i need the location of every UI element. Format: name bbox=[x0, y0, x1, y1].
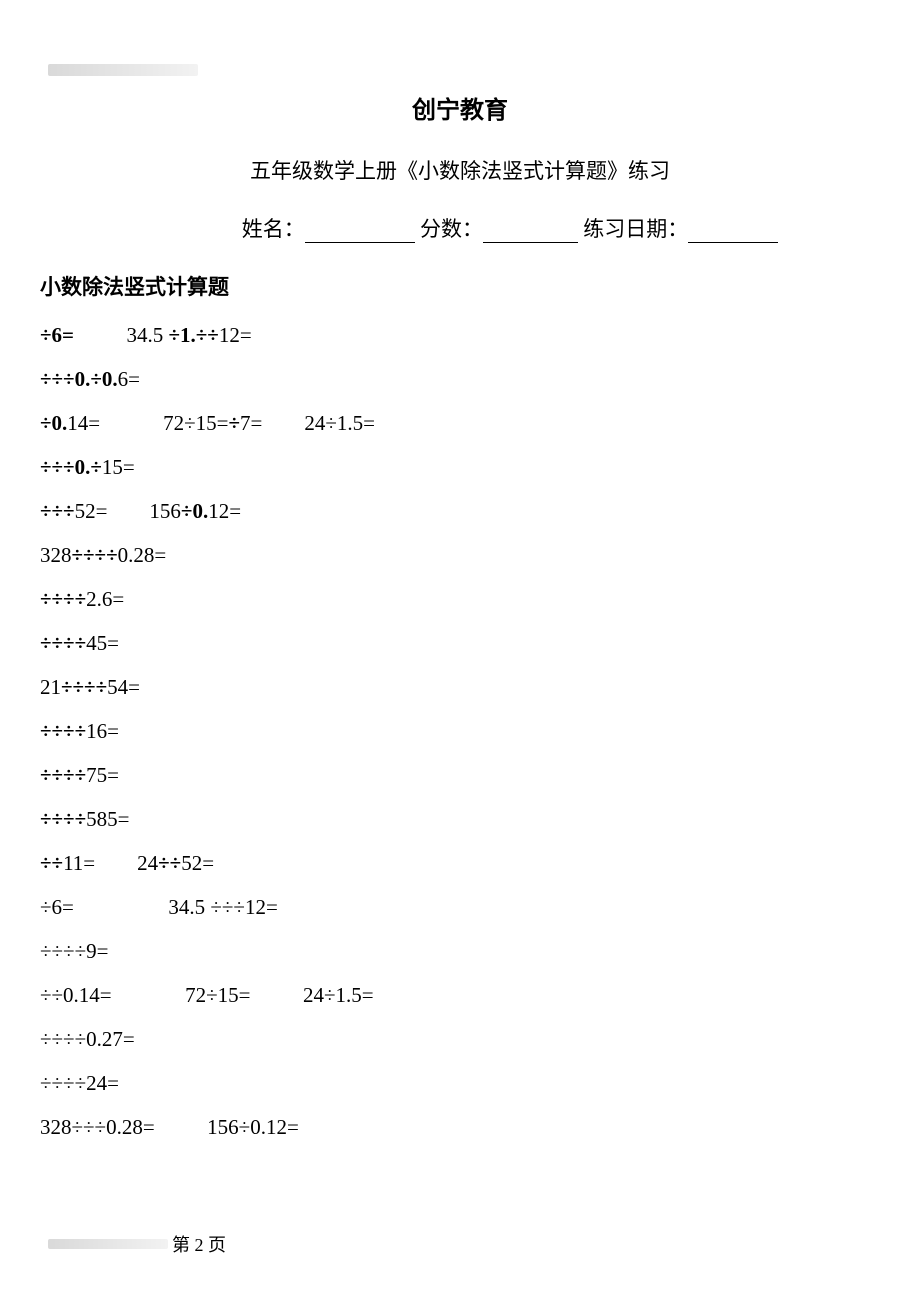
watermark-top-line bbox=[48, 64, 198, 76]
problem-text: ÷÷÷÷24= bbox=[40, 1071, 119, 1095]
page-footer: 第 2 页 bbox=[48, 1231, 226, 1257]
problem-line: ÷÷÷÷75= bbox=[40, 765, 880, 786]
problem-text: 12= bbox=[208, 499, 241, 523]
problem-line: ÷6= 34.5 ÷÷÷12= bbox=[40, 897, 880, 918]
problem-text: ÷÷÷÷ bbox=[40, 763, 86, 787]
problem-line: ÷÷0.14= 72÷15= 24÷1.5= bbox=[40, 985, 880, 1006]
problem-line: ÷÷÷÷585= bbox=[40, 809, 880, 830]
problem-text: 52= bbox=[181, 851, 214, 875]
problem-text: 21 bbox=[40, 675, 61, 699]
problem-line: 328÷÷÷0.28= 156÷0.12= bbox=[40, 1117, 880, 1138]
date-blank[interactable] bbox=[688, 221, 778, 243]
problem-text: ÷÷÷÷ bbox=[61, 675, 107, 699]
date-label: 练习日期： bbox=[583, 217, 688, 241]
problem-text: ÷0. bbox=[181, 499, 208, 523]
problem-text: 12= bbox=[219, 323, 252, 347]
problem-text: ÷÷ bbox=[40, 851, 63, 875]
problem-text: 52= 156 bbox=[75, 499, 181, 523]
problem-text: ÷1.÷÷ bbox=[169, 323, 219, 347]
page-number: 第 2 页 bbox=[172, 1231, 226, 1257]
problem-text: ÷÷÷÷9= bbox=[40, 939, 108, 963]
problem-line: ÷0.14= 72÷15=÷7= 24÷1.5= bbox=[40, 413, 880, 434]
problem-text: 328÷÷÷0.28= 156÷0.12= bbox=[40, 1115, 299, 1139]
problem-text: 7= 24÷1.5= bbox=[240, 411, 375, 435]
problem-text: 0.28= bbox=[118, 543, 167, 567]
problem-line: 21÷÷÷÷54= bbox=[40, 677, 880, 698]
problem-text: ÷÷÷÷ bbox=[40, 631, 86, 655]
problem-text: 16= bbox=[86, 719, 119, 743]
problem-line: ÷÷÷÷24= bbox=[40, 1073, 880, 1094]
problem-text: ÷6= 34.5 ÷÷÷12= bbox=[40, 895, 278, 919]
page-subtitle: 五年级数学上册《小数除法竖式计算题》练习 bbox=[40, 155, 880, 185]
problem-text: 6= bbox=[118, 367, 140, 391]
problem-line: ÷÷÷÷2.6= bbox=[40, 589, 880, 610]
problem-text: 45= bbox=[86, 631, 119, 655]
problem-text: ÷÷÷0.÷0. bbox=[40, 367, 118, 391]
section-header: 小数除法竖式计算题 bbox=[40, 271, 880, 301]
problem-line: 328÷÷÷÷0.28= bbox=[40, 545, 880, 566]
problem-line: ÷÷÷0.÷0.6= bbox=[40, 369, 880, 390]
name-blank[interactable] bbox=[305, 221, 415, 243]
problem-text: 11= 24 bbox=[63, 851, 158, 875]
name-label: 姓名： bbox=[242, 217, 305, 241]
score-label: 分数： bbox=[420, 217, 483, 241]
problem-line: ÷÷÷52= 156÷0.12= bbox=[40, 501, 880, 522]
problem-text: ÷6= bbox=[40, 323, 74, 347]
problem-line: ÷÷÷÷45= bbox=[40, 633, 880, 654]
problem-text: 54= bbox=[107, 675, 140, 699]
problem-text: ÷÷÷ bbox=[40, 499, 75, 523]
score-blank[interactable] bbox=[483, 221, 578, 243]
problem-text: 585= bbox=[86, 807, 129, 831]
problem-text: 14= 72÷15= bbox=[67, 411, 228, 435]
problems-container: ÷6= 34.5 ÷1.÷÷12=÷÷÷0.÷0.6=÷0.14= 72÷15=… bbox=[40, 325, 880, 1138]
problem-line: ÷6= 34.5 ÷1.÷÷12= bbox=[40, 325, 880, 346]
problem-text: ÷0. bbox=[40, 411, 67, 435]
problem-text: ÷÷÷÷ bbox=[40, 807, 86, 831]
problem-text: ÷÷÷÷ bbox=[40, 587, 86, 611]
problem-text: ÷÷÷÷ bbox=[72, 543, 118, 567]
problem-text: 15= bbox=[102, 455, 135, 479]
problem-text: ÷÷0.14= 72÷15= 24÷1.5= bbox=[40, 983, 374, 1007]
problem-text: ÷÷÷0.÷ bbox=[40, 455, 102, 479]
page-title: 创宁教育 bbox=[40, 90, 880, 125]
student-info-line: 姓名： 分数： 练习日期： bbox=[40, 213, 880, 243]
problem-text: ÷÷ bbox=[158, 851, 181, 875]
problem-line: ÷÷÷÷9= bbox=[40, 941, 880, 962]
worksheet-page: 创宁教育 五年级数学上册《小数除法竖式计算题》练习 姓名： 分数： 练习日期： … bbox=[0, 0, 920, 1302]
problem-line: ÷÷÷0.÷15= bbox=[40, 457, 880, 478]
problem-line: ÷÷÷÷16= bbox=[40, 721, 880, 742]
problem-text: 328 bbox=[40, 543, 72, 567]
problem-text: ÷÷÷÷0.27= bbox=[40, 1027, 135, 1051]
problem-line: ÷÷11= 24÷÷52= bbox=[40, 853, 880, 874]
problem-text: 75= bbox=[86, 763, 119, 787]
problem-text: ÷÷÷÷ bbox=[40, 719, 86, 743]
problem-text: ÷ bbox=[229, 411, 241, 435]
problem-text: 34.5 bbox=[74, 323, 169, 347]
problem-text: 2.6= bbox=[86, 587, 124, 611]
problem-line: ÷÷÷÷0.27= bbox=[40, 1029, 880, 1050]
footer-line bbox=[48, 1239, 168, 1249]
